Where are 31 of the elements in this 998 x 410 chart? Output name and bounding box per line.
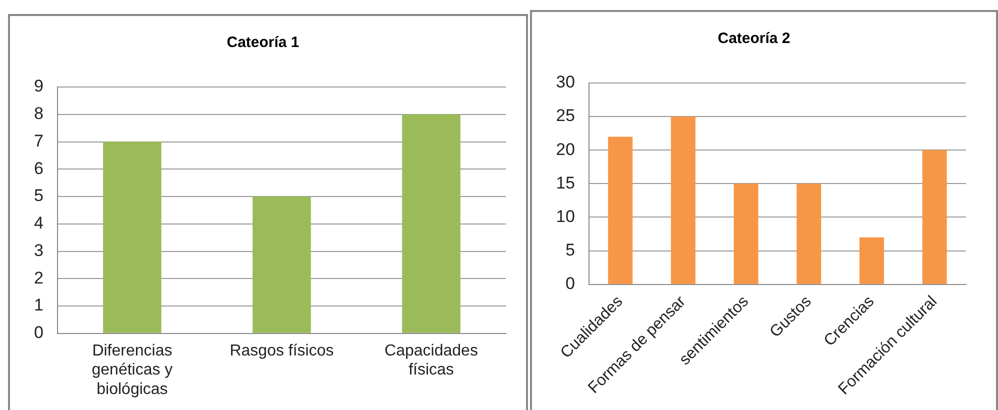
chart-title: Cateoría 1: [226, 34, 300, 52]
y-tick-label: 30: [556, 72, 575, 92]
bar: [670, 116, 696, 284]
y-tick-label: 10: [556, 206, 575, 226]
y-tick-label: 8: [34, 104, 44, 124]
x-tick-label: Rasgos físicos: [230, 342, 334, 360]
bar: [734, 184, 758, 284]
bar: [103, 142, 162, 333]
y-tick-label: 20: [556, 140, 575, 159]
y-tick-label: 15: [556, 173, 575, 192]
y-tick-label: 4: [34, 214, 44, 233]
y-tick-label: 1: [34, 296, 44, 315]
bar: [608, 136, 633, 284]
y-tick-label: 0: [34, 323, 44, 342]
bar: [922, 150, 947, 284]
chart-title: Cateoría 2: [718, 30, 790, 48]
y-tick-label: 7: [34, 131, 44, 150]
y-tick-label: 0: [565, 274, 575, 294]
y-tick-label: 25: [556, 106, 575, 126]
y-tick-label: 3: [34, 240, 44, 260]
y-tick-label: 2: [34, 268, 44, 288]
y-tick-label: 9: [34, 76, 44, 96]
x-tick-label: Diferencias genéticas y biológicas: [92, 342, 173, 398]
bar: [252, 196, 311, 333]
bar: [796, 184, 822, 284]
y-tick-label: 5: [565, 240, 575, 260]
x-tick-label: Capacidades físicas: [384, 342, 478, 379]
bar: [402, 114, 460, 333]
bar: [859, 237, 884, 284]
y-tick-label: 5: [34, 186, 44, 206]
y-tick-label: 6: [34, 158, 44, 178]
